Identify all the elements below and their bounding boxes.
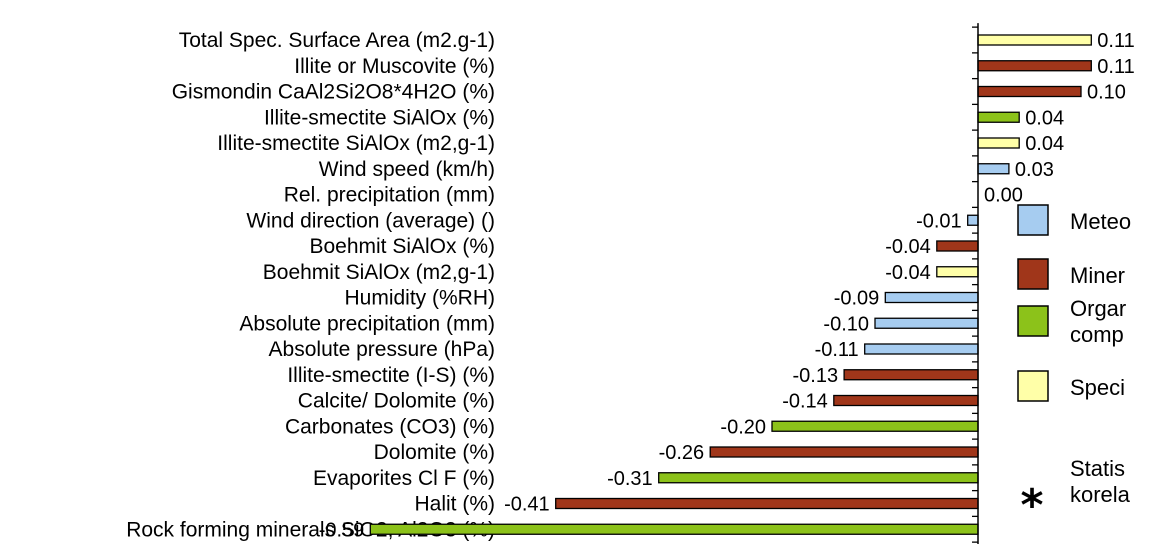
bar [874,317,979,329]
value-label: -0.09 [834,288,880,310]
value-label: -0.14 [782,391,828,413]
category-label: Calcite/ Dolomite (%) [298,390,495,413]
value-label: -0.26 [659,442,705,464]
legend-swatch-mineral [1017,258,1049,290]
value-label: -0.31 [607,468,653,490]
bar [936,240,979,252]
bar [977,85,1082,98]
legend-star-icon: * [1020,480,1043,531]
category-label: Absolute pressure (hPa) [269,338,495,361]
category-label: Halit (%) [414,493,495,516]
category-label: Dolomite (%) [374,441,495,464]
value-label: -0.59 [319,519,365,541]
value-label: -0.41 [504,494,550,516]
bar [967,214,979,226]
value-label: 0.03 [1015,159,1054,181]
category-label: Wind direction (average) () [246,209,495,232]
bar [771,420,979,432]
legend-label-organic-1: Orgar [1070,296,1126,321]
legend-label-stat-2: korela [1070,482,1131,507]
bar [369,523,979,535]
bar [977,34,1092,46]
category-label: Carbonates (CO3) (%) [285,415,495,438]
category-label: Wind speed (km/h) [319,158,495,181]
category-label: Boehmit SiAlOx (%) [309,235,495,258]
category-label: Humidity (%RH) [344,287,495,310]
value-label: 0.04 [1025,107,1064,129]
category-label: Gismondin CaAl2Si2O8*4H2O (%) [172,81,495,104]
category-label: Boehmit SiAlOx (m2,g-1) [263,261,495,284]
bar [864,343,979,355]
category-label: Illite-smectite SiAlOx (%) [264,106,495,129]
value-label: 0.10 [1087,82,1126,104]
legend: Meteo Miner Orgar comp Speci * Statis ko… [1017,204,1131,531]
bar [977,111,1020,123]
value-label: -0.01 [916,210,962,232]
value-label: -0.04 [885,236,931,258]
bar [884,291,979,304]
value-label: -0.04 [885,262,931,284]
category-label: Rel. precipitation (mm) [284,184,495,207]
category-labels: Total Spec. Surface Area (m2.g-1) Illite … [126,29,495,541]
value-label: -0.10 [823,313,869,335]
category-label: Total Spec. Surface Area (m2.g-1) [179,29,495,52]
value-label: -0.20 [720,416,766,438]
zero-axis [972,23,979,544]
legend-swatch-special [1017,370,1049,402]
legend-label-organic-2: comp [1070,322,1124,347]
bar [977,163,1010,175]
bar [843,369,979,381]
bar [977,137,1020,149]
category-label: Illite-smectite SiAlOx (m2,g-1) [217,132,495,155]
value-label: 0.11 [1097,56,1134,78]
category-label: Absolute precipitation (mm) [239,312,495,335]
legend-label-meteo: Meteo [1070,209,1131,234]
legend-label-special: Speci [1070,375,1125,400]
bar [555,497,979,510]
legend-swatch-meteo [1017,204,1049,236]
value-label: 0.00 [984,185,1023,207]
value-label: -0.11 [815,339,859,361]
bar [709,446,979,458]
legend-label-mineral: Miner [1070,263,1125,288]
legend-swatch-organic [1017,305,1049,337]
value-label: 0.11 [1097,30,1134,52]
category-label: Evaporites Cl F (%) [313,467,495,490]
bar [977,60,1092,72]
value-label: 0.04 [1025,133,1064,155]
value-label: -0.13 [793,365,839,387]
bar [936,266,979,278]
category-label: Illite or Muscovite (%) [294,55,495,78]
bar [658,472,979,484]
category-label: Illite-smectite (I-S) (%) [287,364,495,387]
value-labels: 0.110.110.100.040.040.030.00-0.01-0.04-0… [319,30,1135,541]
bars [369,34,1092,535]
legend-label-stat-1: Statis [1070,456,1125,481]
bar [833,394,979,407]
